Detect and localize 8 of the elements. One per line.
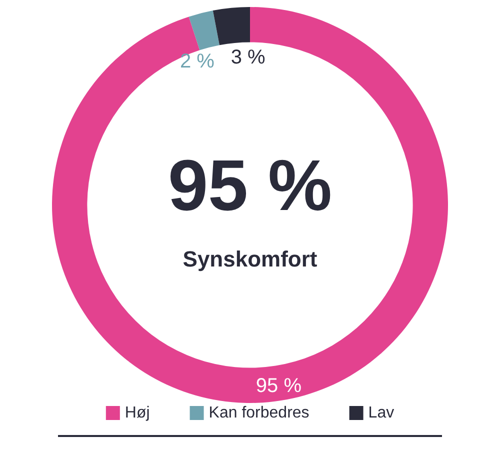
text: Synskomfort bbox=[182, 246, 318, 272]
legend-label: Lav bbox=[368, 404, 394, 422]
data-label: 2 % bbox=[180, 50, 215, 73]
data-label: 95 % bbox=[256, 375, 302, 398]
legend-label: Kan forbedres bbox=[208, 404, 310, 422]
legend-label: Høj bbox=[124, 404, 150, 422]
text: 95 % bbox=[168, 146, 332, 226]
data-label: 3 % bbox=[230, 46, 266, 69]
